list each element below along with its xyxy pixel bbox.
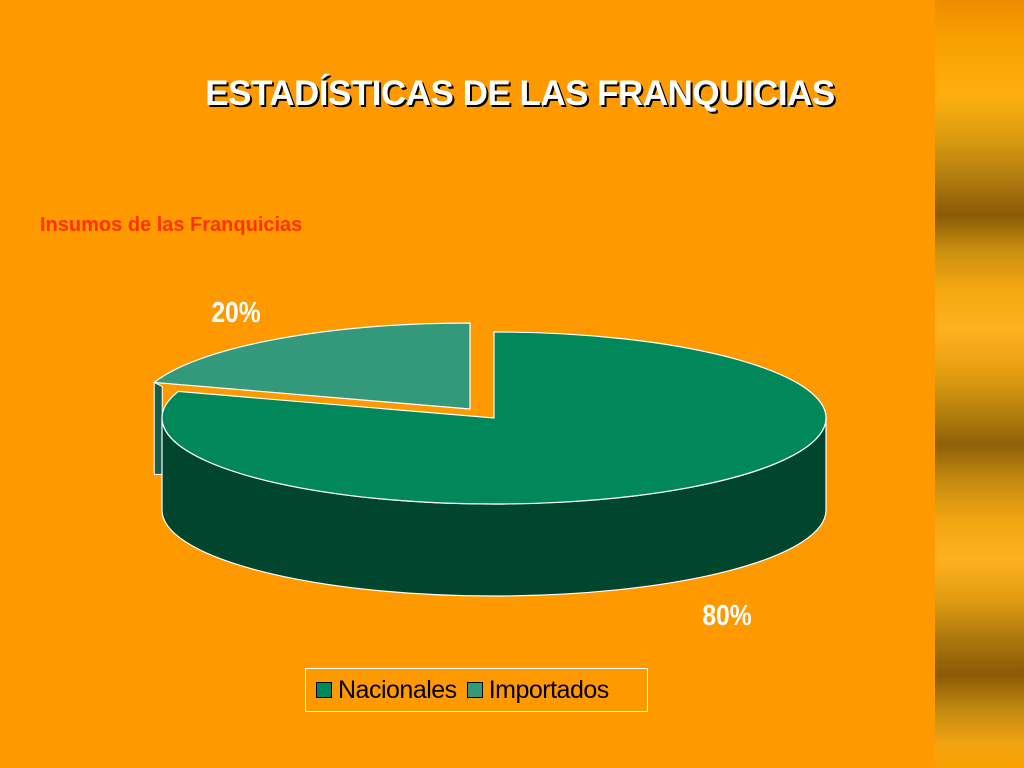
- data-label-nacionales: 80%: [702, 599, 751, 631]
- chart-subtitle: Insumos de las Franquicias: [40, 214, 303, 236]
- decorative-side-strip: [935, 0, 1024, 768]
- legend-label-nacionales: Nacionales: [338, 675, 457, 704]
- legend-swatch-nacionales: [316, 682, 332, 698]
- legend-swatch-importados: [466, 682, 483, 698]
- pie-side-importados: [153, 381, 163, 475]
- chart-legend: Nacionales Importados: [305, 668, 648, 712]
- pie-slice-nacionales: [161, 331, 827, 505]
- data-label-importados: 20%: [211, 296, 260, 328]
- slide-title: ESTADÍSTICAS DE LAS FRANQUICIAS: [205, 74, 835, 113]
- legend-item-importados: Importados: [466, 675, 610, 705]
- legend-label-importados: Importados: [488, 675, 610, 704]
- legend-item-nacionales: Nacionales: [316, 676, 457, 705]
- pie-slice-importados: [152, 322, 471, 410]
